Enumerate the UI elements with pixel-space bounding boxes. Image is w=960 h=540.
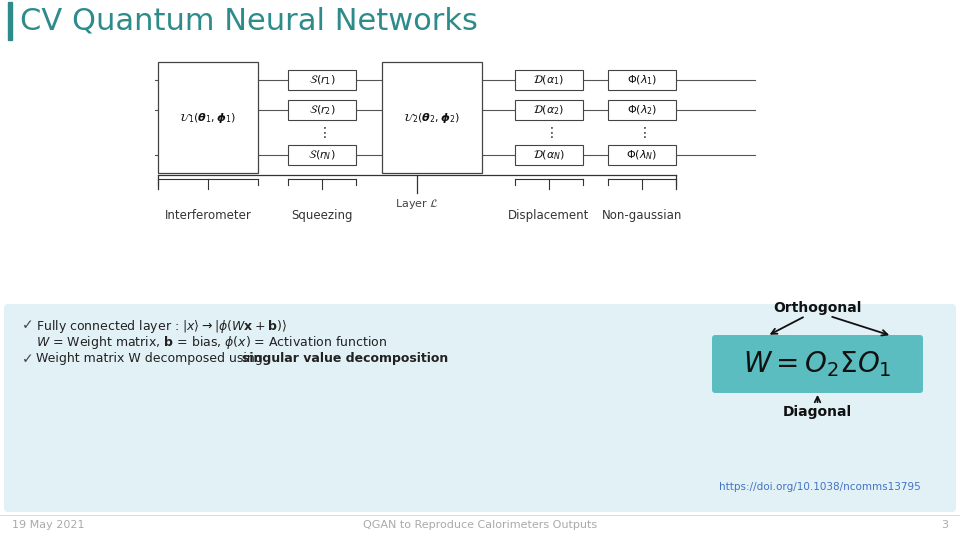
FancyBboxPatch shape <box>4 304 956 512</box>
Text: :: : <box>390 352 398 365</box>
Text: $\mathcal{U}_1(\boldsymbol{\theta}_1,\boldsymbol{\phi}_1)$: $\mathcal{U}_1(\boldsymbol{\theta}_1,\bo… <box>180 110 236 125</box>
Text: Fully connected layer : $|x\rangle \rightarrow |\phi(W\mathbf{x} + \mathbf{b})\r: Fully connected layer : $|x\rangle \righ… <box>36 318 287 335</box>
Text: singular value decomposition: singular value decomposition <box>242 352 448 365</box>
Bar <box>8 2 12 40</box>
FancyBboxPatch shape <box>515 70 583 90</box>
Text: ✓: ✓ <box>22 352 34 366</box>
Text: $\vdots$: $\vdots$ <box>317 125 326 140</box>
Text: $\vdots$: $\vdots$ <box>544 125 554 140</box>
FancyBboxPatch shape <box>288 70 356 90</box>
Text: Non-gaussian: Non-gaussian <box>602 209 683 222</box>
Text: $W = O_2\Sigma O_1$: $W = O_2\Sigma O_1$ <box>743 349 892 379</box>
Text: $\Phi(\lambda_2)$: $\Phi(\lambda_2)$ <box>627 103 658 117</box>
Text: $\Phi(\lambda_1)$: $\Phi(\lambda_1)$ <box>627 73 658 87</box>
FancyBboxPatch shape <box>515 100 583 120</box>
Text: $\mathcal{S}(r_N)$: $\mathcal{S}(r_N)$ <box>308 148 336 162</box>
Text: Interferometer: Interferometer <box>164 209 252 222</box>
Text: Diagonal: Diagonal <box>783 405 852 419</box>
Text: $\mathcal{S}(r_1)$: $\mathcal{S}(r_1)$ <box>309 73 335 87</box>
Text: https://doi.org/10.1038/ncomms13795: https://doi.org/10.1038/ncomms13795 <box>719 482 921 492</box>
Text: Weight matrix W decomposed using: Weight matrix W decomposed using <box>36 352 267 365</box>
FancyBboxPatch shape <box>608 145 676 165</box>
Text: $\mathcal{D}(\alpha_1)$: $\mathcal{D}(\alpha_1)$ <box>534 73 564 87</box>
FancyBboxPatch shape <box>712 335 923 393</box>
Text: $\Phi(\lambda_N)$: $\Phi(\lambda_N)$ <box>626 148 658 162</box>
Text: QGAN to Reproduce Calorimeters Outputs: QGAN to Reproduce Calorimeters Outputs <box>363 520 597 530</box>
FancyBboxPatch shape <box>158 62 258 173</box>
FancyBboxPatch shape <box>288 145 356 165</box>
Text: Layer $\mathcal{L}$: Layer $\mathcal{L}$ <box>396 197 439 211</box>
FancyBboxPatch shape <box>382 62 482 173</box>
Text: Squeezing: Squeezing <box>291 209 352 222</box>
FancyBboxPatch shape <box>608 100 676 120</box>
FancyBboxPatch shape <box>608 70 676 90</box>
Text: Orthogonal: Orthogonal <box>774 301 862 315</box>
Text: $\mathcal{U}_2(\boldsymbol{\theta}_2,\boldsymbol{\phi}_2)$: $\mathcal{U}_2(\boldsymbol{\theta}_2,\bo… <box>403 110 461 125</box>
Text: $\mathcal{D}(\alpha_N)$: $\mathcal{D}(\alpha_N)$ <box>533 148 565 162</box>
Text: $\mathcal{S}(r_2)$: $\mathcal{S}(r_2)$ <box>309 103 335 117</box>
Text: $\mathcal{D}(\alpha_2)$: $\mathcal{D}(\alpha_2)$ <box>534 103 564 117</box>
FancyBboxPatch shape <box>288 100 356 120</box>
Text: Displacement: Displacement <box>508 209 589 222</box>
Text: $\vdots$: $\vdots$ <box>637 125 647 140</box>
Text: ✓: ✓ <box>22 318 34 332</box>
Text: 3: 3 <box>941 520 948 530</box>
Text: 19 May 2021: 19 May 2021 <box>12 520 84 530</box>
Text: $W$ = Weight matrix, $\mathbf{b}$ = bias, $\phi(x)$ = Activation function: $W$ = Weight matrix, $\mathbf{b}$ = bias… <box>36 334 387 351</box>
Text: CV Quantum Neural Networks: CV Quantum Neural Networks <box>20 6 478 36</box>
FancyBboxPatch shape <box>515 145 583 165</box>
